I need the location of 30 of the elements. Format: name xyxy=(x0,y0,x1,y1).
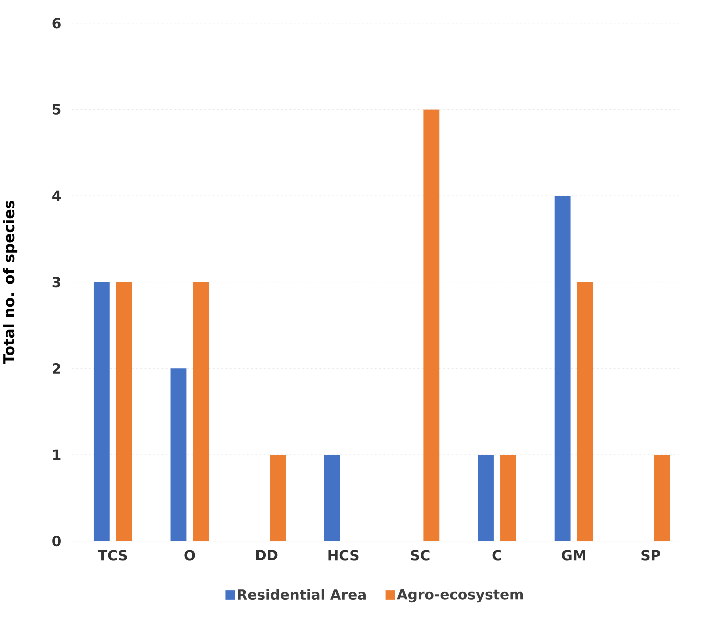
y-tick-label: 6 xyxy=(52,18,61,29)
bar xyxy=(270,455,286,542)
bar xyxy=(478,455,494,542)
y-axis-title: Total no. of species xyxy=(3,201,18,364)
bar xyxy=(424,110,440,542)
y-tick-label: 0 xyxy=(52,536,61,547)
bar xyxy=(170,368,187,542)
x-tick-label: GM xyxy=(562,550,586,561)
y-tick-label: 3 xyxy=(52,277,61,288)
bar xyxy=(193,282,210,542)
x-tick-label: SC xyxy=(411,550,430,561)
bar xyxy=(554,196,571,542)
x-tick-label: O xyxy=(184,550,196,561)
bar xyxy=(324,455,340,542)
bar xyxy=(500,455,516,542)
y-tick-label: 1 xyxy=(53,450,61,460)
x-tick-label: HCS xyxy=(328,550,359,561)
x-tick-label: C xyxy=(492,550,502,561)
x-tick-label: DD xyxy=(256,550,278,560)
bar xyxy=(654,455,670,542)
y-tick-label: 5 xyxy=(53,104,61,116)
bar xyxy=(94,282,110,542)
y-tick-label: 2 xyxy=(53,364,60,374)
y-tick-label: 4 xyxy=(52,191,62,202)
bar xyxy=(577,282,594,542)
bar xyxy=(116,282,132,542)
legend-label: Residential Area xyxy=(238,589,366,600)
legend-label: Agro-ecosystem xyxy=(397,590,524,603)
x-tick-label: SP xyxy=(642,550,660,561)
x-tick-label: TCS xyxy=(98,550,128,561)
